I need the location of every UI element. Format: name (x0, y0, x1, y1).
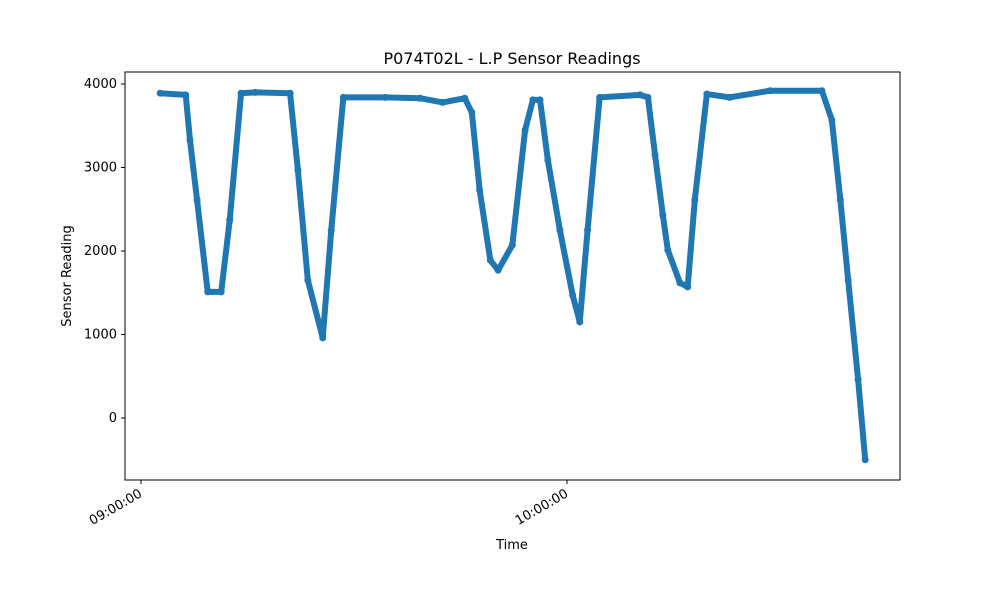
data-point (294, 166, 302, 174)
data-point (676, 279, 684, 287)
x-axis-label: Time (495, 538, 528, 553)
data-line (157, 87, 869, 463)
y-tick-label: 4000 (84, 77, 117, 92)
y-tick-label: 1000 (84, 327, 117, 342)
data-point (691, 196, 699, 204)
data-point (726, 93, 734, 101)
data-point (836, 196, 844, 204)
data-point (508, 241, 516, 249)
data-point (544, 156, 552, 164)
data-point (596, 93, 604, 101)
data-point (684, 283, 692, 291)
data-point (439, 98, 447, 106)
data-point (461, 94, 469, 102)
data-point (494, 266, 502, 274)
data-point (468, 108, 476, 116)
data-point (204, 288, 212, 296)
data-point (237, 89, 245, 97)
data-point (664, 246, 672, 254)
data-point (703, 90, 711, 98)
data-point (182, 91, 190, 99)
data-point (569, 291, 577, 299)
data-point (651, 151, 659, 159)
plot-frame (124, 71, 901, 481)
data-point (521, 126, 529, 134)
data-point (854, 376, 862, 384)
data-point (529, 96, 537, 104)
data-point (536, 96, 544, 104)
data-point (828, 116, 836, 124)
data-point (584, 226, 592, 234)
data-point (193, 196, 201, 204)
y-tick-label: 2000 (84, 244, 117, 259)
data-point (381, 93, 389, 101)
chart-title: P074T02L - L.P Sensor Readings (383, 49, 640, 68)
data-point (327, 226, 335, 234)
data-point (644, 93, 652, 101)
data-point (251, 88, 259, 96)
data-point (476, 186, 484, 194)
data-point (339, 93, 347, 101)
data-point (319, 334, 327, 342)
data-point (844, 276, 852, 284)
data-point (486, 256, 494, 264)
data-point (659, 211, 667, 219)
data-point (304, 276, 312, 284)
data-point (556, 226, 564, 234)
data-point (818, 87, 826, 95)
data-point (156, 89, 164, 97)
data-point (576, 318, 584, 326)
data-point (861, 456, 869, 464)
y-tick-label: 3000 (84, 161, 117, 176)
y-axis-label: Sensor Reading (60, 225, 75, 326)
data-point (186, 136, 194, 144)
data-point (636, 91, 644, 99)
data-point (416, 94, 424, 102)
data-point (226, 216, 234, 224)
data-point (217, 288, 225, 296)
y-tick-label: 0 (109, 411, 117, 426)
data-point (286, 89, 294, 97)
data-point (766, 87, 774, 95)
